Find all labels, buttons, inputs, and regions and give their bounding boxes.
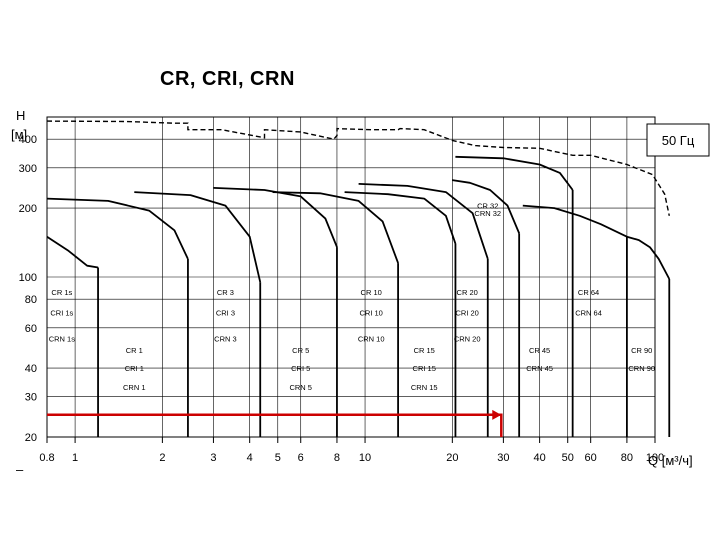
x-tick-label: 10 — [359, 452, 371, 464]
chart-title: CR, CRI, CRN — [160, 68, 295, 90]
y-tick-label: 200 — [19, 203, 37, 215]
pump-label: CR 90 — [631, 346, 652, 355]
pump-label: CRN 20 — [454, 334, 481, 343]
pump-label: CR 45 — [529, 346, 550, 355]
pump-label: CRI 15 — [413, 364, 436, 373]
x-tick-label: 60 — [585, 452, 597, 464]
pump-label: CRN 64 — [575, 308, 602, 317]
red-arrow-head — [492, 409, 502, 420]
pump-curve-11 — [626, 235, 671, 280]
x-tick-label: 4 — [247, 452, 253, 464]
pump-curve-1 — [46, 235, 99, 269]
y-tick-label: 60 — [25, 323, 37, 335]
y-tick-label: 30 — [25, 392, 37, 404]
frequency-label: 50 Гц — [662, 133, 695, 148]
pump-label: CRN 1s — [49, 334, 76, 343]
pump-label: CRI 1 — [125, 364, 144, 373]
y-tick-label: 400 — [19, 134, 37, 146]
pump-label: CRN 15 — [411, 383, 438, 392]
y-tick-label: 300 — [19, 163, 37, 175]
y-axis-unit: [м] — [11, 127, 27, 142]
pump-label: CRI 10 — [360, 308, 383, 317]
pump-curve-8 — [452, 179, 521, 234]
x-tick-label: 5 — [275, 452, 281, 464]
pump-label: CR 20 — [457, 288, 478, 297]
y-tick-label: 80 — [25, 294, 37, 306]
x-tick-label: 0.8 — [39, 452, 54, 464]
x-tick-label: 20 — [446, 452, 458, 464]
pump-label: CRI 1s — [50, 308, 73, 317]
pump-label: CRI 20 — [455, 308, 478, 317]
x-tick-label: 2 — [159, 452, 165, 464]
pump-label: CRN 1 — [123, 383, 146, 392]
pump-label: CR 32 — [477, 202, 498, 211]
pump-curve-10 — [522, 204, 628, 238]
pump-label: CR 1 — [126, 346, 143, 355]
x-tick-label: 8 — [334, 452, 340, 464]
pump-label: CRN 10 — [358, 334, 385, 343]
pump-label: CR 64 — [578, 288, 599, 297]
x-tick-label: 3 — [210, 452, 216, 464]
x-tick-label: 100 — [646, 452, 664, 464]
pump-label: CR 3 — [217, 288, 234, 297]
pump-label: CR 5 — [292, 346, 309, 355]
frequency-box — [646, 123, 710, 157]
pump-label: CRI 3 — [216, 308, 235, 317]
pump-curve-6 — [344, 191, 457, 244]
y-tick-label: 40 — [25, 363, 37, 375]
corner-mark: – — [16, 462, 24, 477]
x-tick-label: 40 — [533, 452, 545, 464]
pump-label: CR 10 — [361, 288, 382, 297]
pump-curve-3 — [134, 191, 262, 283]
y-axis-label: H — [16, 108, 25, 123]
pump-label: CRN 90 — [628, 364, 655, 373]
y-tick-label: 100 — [19, 272, 37, 284]
x-tick-label: 50 — [562, 452, 574, 464]
pump-label: CRN 32 — [474, 209, 501, 218]
pump-label: CR 1s — [51, 288, 72, 297]
pump-curve-9 — [455, 155, 574, 191]
x-axis-label: Q [м³/ч] — [648, 453, 693, 468]
x-tick-label: 80 — [621, 452, 633, 464]
pump-label: CRI 5 — [291, 364, 310, 373]
x-tick-label: 6 — [298, 452, 304, 464]
x-tick-label: 30 — [497, 452, 509, 464]
pump-curve-5 — [272, 191, 399, 264]
pump-label: CRN 45 — [526, 364, 553, 373]
x-tick-label: 1 — [72, 452, 78, 464]
pump-label: CRN 5 — [289, 383, 312, 392]
pump-label: CRN 3 — [214, 334, 237, 343]
pump-curve-4 — [213, 187, 338, 248]
y-tick-label: 20 — [25, 432, 37, 444]
pump-curve-2 — [46, 197, 189, 260]
pump-curve-7 — [358, 183, 489, 260]
red-guide-line — [47, 413, 503, 437]
pump-label: CR 15 — [414, 346, 435, 355]
